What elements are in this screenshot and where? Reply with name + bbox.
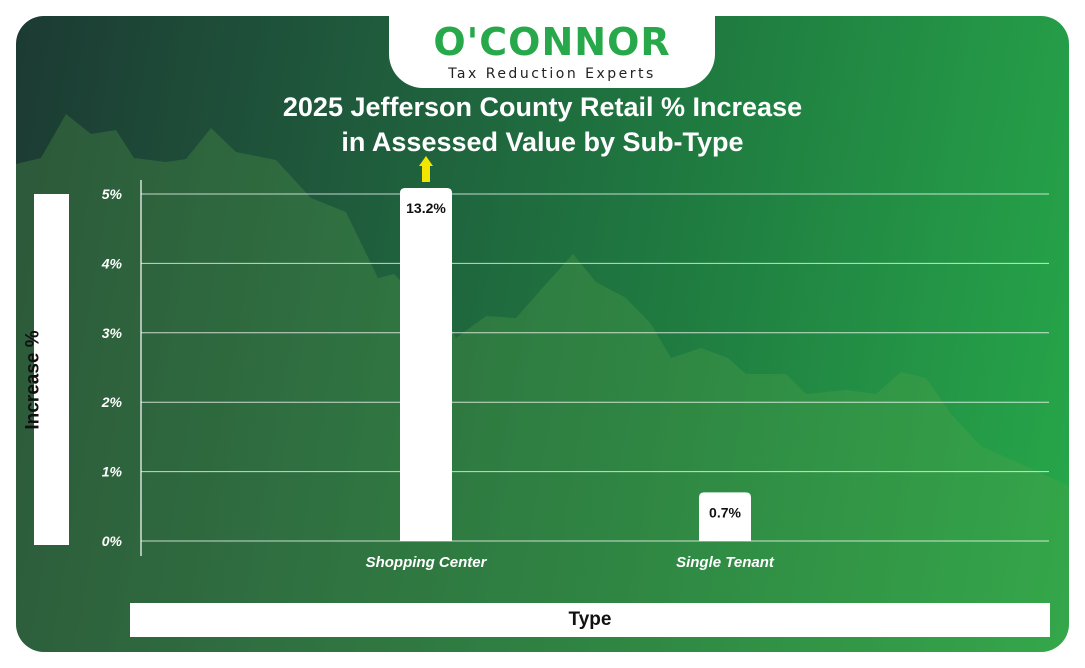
bars: 13.2% 0.7%	[400, 156, 751, 541]
brand-logo-tab: O'CONNOR Tax Reduction Experts	[389, 16, 715, 88]
brand-tagline: Tax Reduction Experts	[448, 66, 656, 82]
x-axis-label: Type	[130, 603, 1050, 637]
chart-title: 2025 Jefferson County Retail % Increase …	[16, 90, 1069, 160]
y-tick-label: 5%	[102, 186, 123, 202]
x-tick-label: Single Tenant	[676, 554, 775, 571]
chart-canvas: 0% 1% 2% 3% 4% 5% 13.2% 0.7% Shopping Center Si…	[16, 114, 1069, 652]
y-axis-label-box	[34, 194, 69, 545]
gridlines	[141, 193, 1049, 542]
y-tick-label: 3%	[102, 325, 123, 341]
bar-value-label: 0.7%	[709, 504, 741, 520]
y-tick-label: 4%	[101, 255, 123, 271]
chart-title-line-2: in Assessed Value by Sub-Type	[341, 127, 744, 157]
y-tick-label: 2%	[101, 394, 123, 410]
brand-logo: O'CONNOR	[433, 20, 671, 64]
bar-value-label: 13.2%	[406, 200, 446, 216]
chart-title-line-1: 2025 Jefferson County Retail % Increase	[282, 92, 803, 122]
bar	[699, 492, 751, 541]
y-tick-labels: 0% 1% 2% 3% 4% 5%	[101, 186, 123, 549]
overflow-arrow-icon	[419, 156, 433, 182]
background-mountain-silhouette	[16, 114, 1069, 652]
y-axis-label: Increase %	[22, 330, 44, 430]
x-tick-labels: Shopping Center Single Tenant	[366, 554, 775, 571]
chart-card: 0% 1% 2% 3% 4% 5% 13.2% 0.7% Shopping Center Si…	[16, 16, 1069, 652]
y-tick-label: 0%	[102, 533, 123, 549]
bar	[400, 188, 452, 541]
y-tick-label: 1%	[102, 464, 123, 480]
x-tick-label: Shopping Center	[366, 554, 488, 571]
